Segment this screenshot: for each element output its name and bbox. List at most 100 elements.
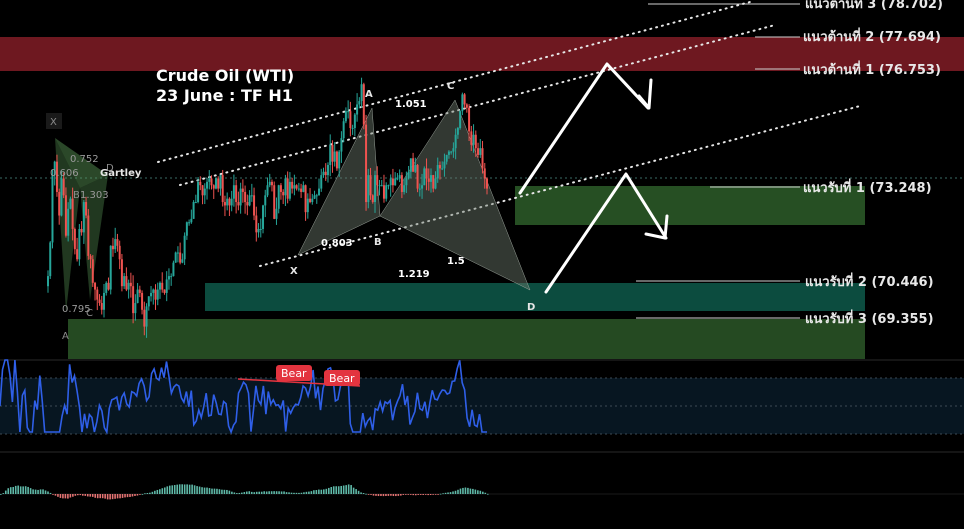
candle-body xyxy=(360,84,363,102)
macd-bar xyxy=(365,493,367,495)
candle-body xyxy=(71,198,74,229)
macd-bar xyxy=(22,486,24,494)
candle-body xyxy=(300,188,303,192)
candle-body xyxy=(322,171,325,176)
candle-body xyxy=(246,202,249,206)
macd-bar xyxy=(288,492,290,494)
support-zone-2 xyxy=(205,283,865,311)
macd-bar xyxy=(280,491,283,494)
candle-body xyxy=(358,101,361,105)
macd-bar xyxy=(412,494,415,496)
candle-body xyxy=(250,195,253,197)
macd-bar xyxy=(325,488,328,494)
candle-body xyxy=(55,161,58,192)
macd-bar xyxy=(327,487,330,494)
macd-bar xyxy=(72,494,74,497)
macd-bar xyxy=(392,494,395,497)
candle-body xyxy=(192,202,195,219)
candle-body xyxy=(304,185,307,213)
candle-body xyxy=(369,175,372,196)
macd-bar xyxy=(14,485,17,494)
macd-bar xyxy=(315,489,318,494)
candle-body xyxy=(288,181,291,199)
macd-bar xyxy=(19,486,22,494)
candle-body xyxy=(472,134,475,145)
candle-body xyxy=(123,276,126,287)
candle-body xyxy=(257,228,260,233)
macd-bar xyxy=(268,491,270,494)
macd-bar xyxy=(355,489,357,494)
candle-body xyxy=(324,171,327,176)
macd-bar xyxy=(487,493,489,495)
macd-bar xyxy=(37,489,39,494)
candle-body xyxy=(208,178,211,182)
macd-bar xyxy=(357,490,360,494)
gartley-point-c: C xyxy=(86,308,93,319)
gartley-ratio-4: 0.795 xyxy=(62,304,91,315)
candle-body xyxy=(167,276,170,280)
candle-body xyxy=(262,205,265,229)
macd-bar xyxy=(350,485,352,494)
macd-bar xyxy=(385,494,387,496)
macd-bar xyxy=(17,485,19,494)
macd-bar xyxy=(183,484,186,494)
candle-body xyxy=(158,282,161,290)
candle-body xyxy=(438,165,441,169)
candle-body xyxy=(430,175,433,182)
candle-body xyxy=(414,165,417,172)
gartley-point-a: A xyxy=(62,331,69,342)
candle-body xyxy=(107,282,110,290)
candle-body xyxy=(264,195,267,206)
macd-bar xyxy=(345,485,347,494)
macd-bar xyxy=(245,491,248,494)
candle-body xyxy=(116,239,119,246)
macd-bar xyxy=(218,489,221,494)
candle-body xyxy=(425,168,428,179)
ratio-xd: 1.219 xyxy=(398,269,430,280)
candle-body xyxy=(447,151,450,155)
macd-bar xyxy=(79,494,82,496)
candle-body xyxy=(297,188,300,190)
macd-bar xyxy=(253,492,256,494)
macd-bar xyxy=(96,494,99,499)
pattern-main-labels: X A B C D 1.051 0.803 1.5 1.219 xyxy=(290,81,535,313)
gartley-ratio-3: 1.303 xyxy=(80,190,109,201)
macd-bar xyxy=(255,491,258,494)
point-d: D xyxy=(527,302,535,313)
candle-body xyxy=(253,195,256,216)
macd-bar xyxy=(402,494,405,495)
candle-body xyxy=(309,198,312,203)
macd-bar xyxy=(330,487,333,494)
macd-bar xyxy=(47,491,49,494)
candle-body xyxy=(468,107,471,132)
candle-body xyxy=(275,208,278,219)
macd-bar xyxy=(42,489,44,494)
candle-body xyxy=(138,289,141,293)
macd-bar xyxy=(193,485,196,494)
macd-bar xyxy=(166,486,169,494)
macd-bar xyxy=(457,489,459,494)
candle-body xyxy=(129,282,132,287)
macd-bar xyxy=(263,491,265,494)
macd-bar xyxy=(134,494,136,496)
candle-body xyxy=(380,185,383,187)
macd-bar xyxy=(332,486,335,494)
macd-bar xyxy=(275,491,278,494)
macd-bar xyxy=(434,494,437,495)
chart-subtitle: 23 June : TF H1 xyxy=(156,86,293,105)
gartley-name: Gartley xyxy=(100,168,142,179)
resistance-zone xyxy=(0,37,964,71)
macd-bar xyxy=(308,491,310,494)
candle-body xyxy=(100,303,103,310)
macd-bar xyxy=(223,489,226,494)
level-label-s2: แนวรับที่ 2 (70.446) xyxy=(805,272,934,290)
macd-bar xyxy=(427,494,429,496)
macd-bar xyxy=(375,494,377,496)
macd-bar xyxy=(387,494,390,496)
macd-bar xyxy=(258,491,261,494)
macd-histogram xyxy=(0,484,964,500)
candle-body xyxy=(102,292,105,310)
level-label-s1: แนวรับที่ 1 (73.248) xyxy=(803,178,932,196)
candle-body xyxy=(145,306,148,327)
